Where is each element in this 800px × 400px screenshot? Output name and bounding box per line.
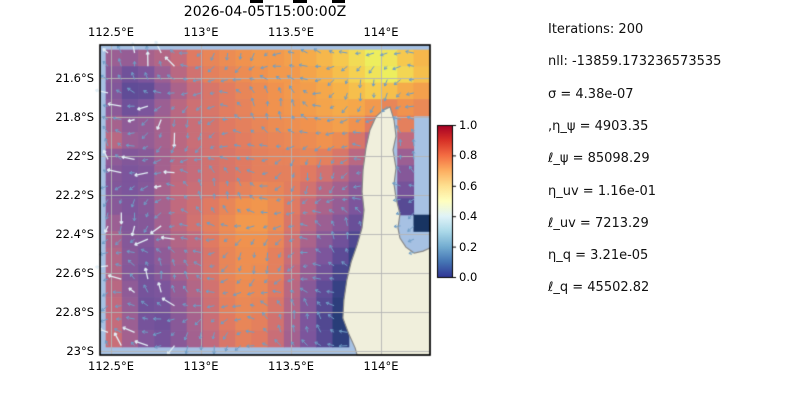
lon-tick-label: 114°E <box>363 359 399 373</box>
lat-tick-label: 22.6°S <box>55 266 94 280</box>
plot-title: 2026-04-05T15:00:00Z <box>183 4 347 20</box>
stat-line: η_q = 3.21e-05 <box>548 248 649 264</box>
colorbar-tick-label: 1.0 <box>459 118 478 132</box>
lon-tick-label: 113°E <box>183 25 219 39</box>
lat-tick-label: 22.2°S <box>55 188 94 202</box>
stat-line: ,η_ψ = 4903.35 <box>548 118 649 134</box>
stat-line: ℓ_q = 45502.82 <box>548 280 650 296</box>
lat-tick-label: 22°S <box>66 149 94 163</box>
lat-tick-label: 21.6°S <box>55 71 94 85</box>
lat-tick-label: 23°S <box>66 344 94 358</box>
lon-tick-label: 112.5°E <box>88 359 134 373</box>
lon-tick-label: 114°E <box>363 25 399 39</box>
stat-line: η_uv = 1.16e-01 <box>548 183 657 199</box>
colorbar-tick-label: 0.8 <box>459 148 478 163</box>
colorbar-tick-label: 0.4 <box>459 209 478 224</box>
title-overline-mark <box>332 0 345 3</box>
lat-tick-label: 22.8°S <box>55 305 94 319</box>
lon-tick-label: 113°E <box>183 359 219 373</box>
stat-line: σ = 4.38e-07 <box>548 86 634 102</box>
lat-tick-label: 22.4°S <box>55 227 94 241</box>
title-overline-mark <box>250 0 263 3</box>
stat-line: ℓ_uv = 7213.29 <box>548 215 649 231</box>
lon-tick-label: 112.5°E <box>88 25 134 39</box>
stat-line: Iterations: 200 <box>548 22 644 37</box>
lon-tick-label: 113.5°E <box>268 25 314 39</box>
stat-line: nll: -13859.173236573535 <box>548 54 722 70</box>
stat-line: ℓ_ψ = 85098.29 <box>548 151 650 167</box>
colorbar-tick-label: 0.0 <box>459 270 478 284</box>
lat-tick-label: 21.8°S <box>55 110 94 124</box>
colorbar-tick-label: 0.6 <box>459 178 478 193</box>
colorbar-tick-label: 0.2 <box>459 239 478 254</box>
title-overline-mark <box>293 0 307 3</box>
lon-tick-label: 113.5°E <box>268 359 314 373</box>
